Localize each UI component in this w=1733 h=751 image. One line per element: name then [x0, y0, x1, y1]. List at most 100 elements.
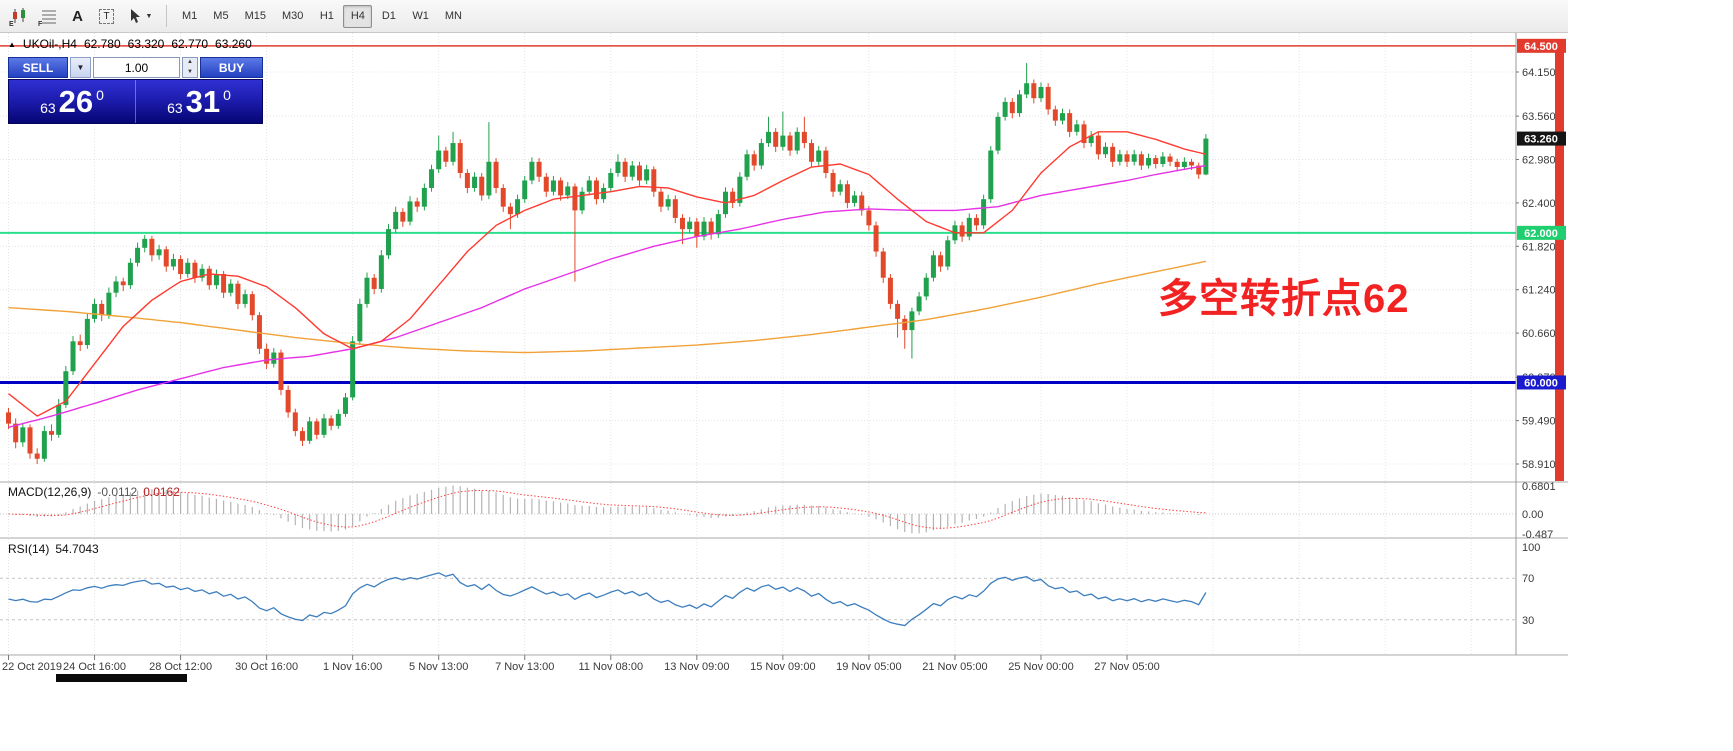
- volume-dropdown-button[interactable]: ▼: [70, 57, 91, 78]
- buy-button[interactable]: BUY: [200, 57, 263, 78]
- grid-glyph: [41, 10, 56, 24]
- svg-text:63.560: 63.560: [1522, 111, 1556, 123]
- top-toolbar: E F A T ▼ M1 M5 M15 M30 H1 H4 D1 W1 MN: [0, 0, 1568, 33]
- timeframe-button-M30[interactable]: M30: [281, 10, 304, 22]
- svg-text:0.00: 0.00: [1522, 509, 1543, 521]
- timeframe-button-D1[interactable]: D1: [381, 10, 396, 22]
- stepper-up-icon[interactable]: ▲: [187, 59, 193, 65]
- ohlc-low: 62.770: [171, 37, 209, 51]
- icon-letter-e: E: [9, 20, 14, 28]
- volume-stepper[interactable]: ▲ ▼: [182, 57, 198, 78]
- svg-text:58.910: 58.910: [1522, 459, 1556, 471]
- rsi-indicator-label: RSI(14) 54.7043: [8, 542, 99, 556]
- macd-indicator-label: MACD(12,26,9) -0.0112 0.0162: [8, 485, 180, 499]
- svg-text:59.490: 59.490: [1522, 416, 1556, 428]
- fast-ma-line: [8, 131, 1207, 417]
- svg-text:15 Nov 09:00: 15 Nov 09:00: [750, 661, 815, 673]
- bottom-window-fragment: [56, 674, 187, 682]
- rsi-line: [8, 572, 1207, 627]
- svg-text:30: 30: [1522, 615, 1534, 627]
- rsi-name: RSI(14): [8, 542, 50, 556]
- svg-text:60.660: 60.660: [1522, 328, 1556, 340]
- timeframe-button-MN[interactable]: MN: [444, 10, 462, 22]
- price-divider: [135, 80, 136, 123]
- macd-signal-line: [8, 490, 1206, 529]
- price-scale-red-strip: [1555, 52, 1564, 481]
- sell-button[interactable]: SELL: [8, 57, 68, 78]
- svg-text:22 Oct 2019: 22 Oct 2019: [2, 661, 62, 673]
- timeframe-button-M5[interactable]: M5: [213, 10, 229, 22]
- svg-text:61.240: 61.240: [1522, 285, 1556, 297]
- svg-text:13 Nov 09:00: 13 Nov 09:00: [664, 661, 729, 673]
- svg-text:63.260: 63.260: [1524, 134, 1558, 146]
- mid-ma-line: [8, 164, 1207, 428]
- grid-settings-icon[interactable]: F: [35, 4, 62, 29]
- svg-text:0.6801: 0.6801: [1522, 481, 1556, 493]
- text-label-tool-button[interactable]: T: [93, 4, 120, 29]
- bid-ask-price-display: 63 26 0 63 31 0: [8, 79, 263, 124]
- candlestick-chart-icon[interactable]: E: [6, 4, 33, 29]
- cursor-arrow-icon: [130, 9, 140, 23]
- svg-text:27 Nov 05:00: 27 Nov 05:00: [1094, 661, 1159, 673]
- chart-annotation-text: 多空转折点62: [1158, 277, 1410, 321]
- timeframe-button-H4[interactable]: H4: [343, 4, 373, 28]
- price-badge-64.500: 64.500: [1517, 38, 1566, 53]
- macd-main-value: -0.0112: [97, 485, 138, 499]
- chart-canvas[interactable]: 64.150 63.560 62.980 62.400 61.820 61.240 60.6…: [0, 33, 1568, 680]
- svg-text:61.820: 61.820: [1522, 241, 1556, 253]
- svg-text:62.980: 62.980: [1522, 155, 1556, 167]
- timeframe-button-H1[interactable]: H1: [319, 10, 334, 22]
- sell-price-display[interactable]: 63 26 0: [40, 84, 104, 119]
- buy-price-display[interactable]: 63 31 0: [167, 84, 231, 119]
- slow-ma-line: [8, 260, 1207, 354]
- symbol-name: UKOil-,H4: [22, 37, 77, 51]
- price-badge-62.000: 62.000: [1517, 225, 1566, 240]
- timeframe-button-M15[interactable]: M15: [244, 10, 266, 22]
- toolbar-separator: [166, 5, 167, 27]
- svg-text:7 Nov 13:00: 7 Nov 13:00: [495, 661, 554, 673]
- svg-text:60.000: 60.000: [1524, 377, 1558, 389]
- svg-text:62.400: 62.400: [1522, 198, 1556, 210]
- collapse-triangle-icon[interactable]: ▲: [8, 39, 16, 49]
- svg-text:25 Nov 00:00: 25 Nov 00:00: [1008, 661, 1073, 673]
- time-axis[interactable]: 22 Oct 2019 24 Oct 16:00 28 Oct 12:00 30 Oc…: [2, 655, 1160, 673]
- candles-layer: [6, 63, 1209, 465]
- timeframe-button-W1[interactable]: W1: [412, 10, 429, 22]
- chart-area: 64.150 63.560 62.980 62.400 61.820 61.240 60.6…: [0, 33, 1568, 680]
- svg-text:5 Nov 13:00: 5 Nov 13:00: [409, 661, 468, 673]
- chevron-down-icon: ▼: [76, 63, 85, 72]
- rsi-value: 54.7043: [55, 542, 99, 556]
- volume-input[interactable]: 1.00: [93, 57, 180, 78]
- svg-text:64.500: 64.500: [1524, 41, 1558, 53]
- timeframe-group: M1 M5 M15 M30 H1 H4 D1 W1 MN: [174, 4, 470, 28]
- svg-text:62.000: 62.000: [1524, 228, 1558, 240]
- macd-name: MACD(12,26,9): [8, 485, 92, 499]
- svg-text:24 Oct 16:00: 24 Oct 16:00: [63, 661, 126, 673]
- grid-layer: [0, 33, 1516, 654]
- textbox-icon: T: [99, 8, 114, 24]
- text-tool-icon: A: [72, 7, 83, 25]
- svg-text:100: 100: [1522, 542, 1540, 554]
- macd-signal-value: 0.0162: [143, 485, 180, 499]
- svg-text:30 Oct 16:00: 30 Oct 16:00: [235, 661, 298, 673]
- horizontal-lines-layer: [0, 45, 1516, 384]
- stepper-down-icon[interactable]: ▼: [187, 68, 193, 75]
- svg-text:-0.487: -0.487: [1522, 529, 1553, 541]
- ohlc-open: 62.780: [83, 37, 121, 51]
- price-badge-63.260: 63.260: [1517, 131, 1566, 146]
- price-axis[interactable]: 64.150 63.560 62.980 62.400 61.820 61.240 60.6…: [1516, 67, 1556, 627]
- svg-text:28 Oct 12:00: 28 Oct 12:00: [149, 661, 212, 673]
- price-badge-60.000: 60.000: [1517, 375, 1566, 390]
- text-tool-button[interactable]: A: [64, 4, 91, 29]
- candles-glyph: [12, 8, 25, 23]
- svg-text:19 Nov 05:00: 19 Nov 05:00: [836, 661, 901, 673]
- drawing-tools-button[interactable]: ▼: [122, 4, 158, 29]
- chevron-down-icon: ▼: [145, 12, 153, 20]
- one-click-trading-panel: SELL ▼ 1.00 ▲ ▼ BUY 63 26 0: [8, 57, 263, 124]
- timeframe-button-M1[interactable]: M1: [182, 10, 198, 22]
- svg-text:11 Nov 08:00: 11 Nov 08:00: [578, 661, 643, 673]
- svg-text:21 Nov 05:00: 21 Nov 05:00: [922, 661, 987, 673]
- icon-letter-f: F: [38, 20, 43, 28]
- ohlc-high: 63.320: [127, 37, 165, 51]
